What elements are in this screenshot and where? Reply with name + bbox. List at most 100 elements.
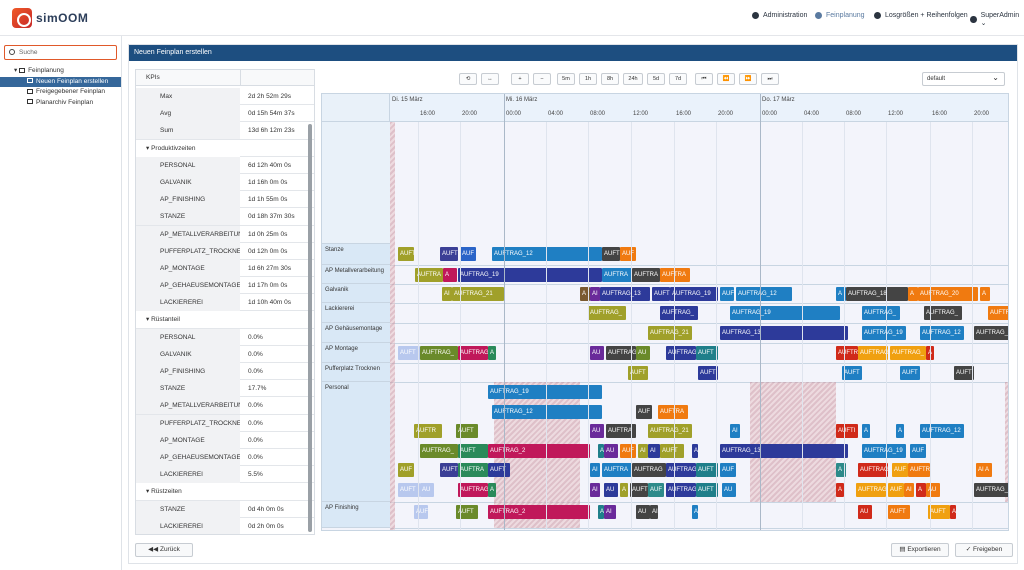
sidebar-item-planarchiv[interactable]: Planarchiv Feinplan (0, 98, 121, 109)
gantt-bar[interactable]: A (862, 424, 870, 438)
kpi-group-row[interactable]: Rüstzeiten (136, 483, 314, 501)
toolbar-button[interactable]: 1h (579, 73, 597, 85)
gantt-bar[interactable]: AUF (414, 505, 428, 519)
gantt-bar[interactable]: AUFTRAG_13 (720, 326, 848, 340)
gantt-bar[interactable]: AUFTRAG (858, 346, 888, 360)
gantt-bar[interactable]: AUFTRAG_12 (492, 247, 602, 261)
gantt-bar[interactable]: A (692, 505, 698, 519)
gantt-bar[interactable]: AUF (398, 463, 414, 477)
gantt-bar[interactable]: AUFTRAG_13 (600, 287, 650, 301)
gantt-bar[interactable]: AUFT (696, 482, 718, 497)
gantt-bar[interactable]: AUFT (440, 463, 458, 477)
gantt-bar[interactable]: AUFT (456, 505, 478, 519)
gantt-bar[interactable]: AUFT (842, 366, 862, 380)
toolbar-button[interactable]: + (511, 73, 529, 85)
toolbar-button[interactable]: 5m (557, 73, 575, 85)
gantt-bar[interactable]: AU (722, 482, 736, 497)
release-button[interactable]: ✓ Freigeben (955, 543, 1013, 557)
gantt-bar[interactable]: AI (650, 505, 658, 519)
back-button[interactable]: ◀◀ Zurück (135, 543, 193, 557)
gantt-bar[interactable]: AUFTRAG_21 (648, 424, 692, 438)
kpi-group-row[interactable]: Produktivzeiten (136, 139, 314, 157)
gantt-bar[interactable]: A (896, 424, 904, 438)
gantt-bar[interactable]: AU (636, 346, 650, 360)
gantt-bar[interactable]: AI (638, 443, 648, 458)
gantt-bar[interactable]: AUFTRAG_2 (488, 505, 590, 519)
gantt-bar[interactable]: AI (590, 287, 600, 301)
gantt-bar[interactable]: AUF (720, 463, 736, 477)
gantt-bar[interactable]: AUFTI (836, 424, 858, 438)
gantt-bar[interactable]: A (836, 463, 846, 477)
gantt-bar[interactable]: AUFTRA (458, 463, 488, 477)
gantt-bar[interactable]: A (916, 482, 926, 497)
gantt-bar[interactable]: A (488, 346, 496, 360)
gantt-bar[interactable]: AUFTRAG_19 (862, 326, 906, 340)
gantt-bar[interactable]: A (908, 287, 918, 301)
gantt-bar[interactable]: AUFTRAG_ (862, 306, 900, 320)
gantt-bar[interactable]: AI (442, 287, 452, 301)
toolbar-button[interactable]: 5d (647, 73, 665, 85)
gantt-bar[interactable]: AUF (620, 443, 636, 458)
gantt-bar[interactable]: AUFT (628, 366, 648, 380)
gantt-bar[interactable]: AUFTRAG (666, 346, 696, 360)
gantt-bar[interactable]: AUFTRAG_ (974, 482, 1008, 497)
gantt-bar[interactable]: AUFTRAG_ (890, 346, 926, 360)
gantt-bar[interactable]: AUFTRA (606, 424, 636, 438)
gantt-bar[interactable]: AUFTRAG_ (974, 326, 1008, 340)
gantt-bar[interactable]: AUFT (928, 505, 950, 519)
gantt-bar[interactable]: AUFTRA (632, 268, 660, 282)
toolbar-button[interactable]: 8h (601, 73, 619, 85)
gantt-bar[interactable]: AUFT (954, 366, 974, 380)
gantt-bar[interactable]: A (598, 443, 604, 458)
gantt-bar[interactable]: AUFT (398, 346, 420, 360)
gantt-bar[interactable]: A (692, 443, 698, 458)
gantt-bar[interactable]: AUF (620, 247, 636, 261)
logo[interactable]: simOOM (12, 8, 88, 28)
nav-losgroessen[interactable]: Losgrößen + Reihenfolgen (874, 12, 968, 19)
gantt-bar[interactable]: AUFT (602, 247, 620, 261)
toolbar-button[interactable]: 7d (669, 73, 687, 85)
gantt-bar[interactable]: AU (604, 443, 618, 458)
gantt-bar[interactable]: AI (604, 505, 616, 519)
gantt-bar[interactable]: AUFTRAG_ (588, 306, 626, 320)
export-button[interactable]: ▤ Exportieren (891, 543, 949, 557)
gantt-bar[interactable]: AUF (636, 404, 652, 419)
gantt-bar[interactable]: AUFT (440, 247, 458, 261)
gantt-bar[interactable]: AUFTRAG_21 (648, 326, 692, 340)
toolbar-button[interactable]: − (533, 73, 551, 85)
gantt-bar[interactable]: AUFT (456, 424, 478, 438)
gantt-bar[interactable]: AUFT (652, 287, 670, 301)
gantt-bar[interactable]: AUFTR (836, 346, 858, 360)
gantt-bar[interactable]: AUFTRAG_19 (670, 287, 718, 301)
gantt-bar[interactable]: AUFTRAG (458, 482, 488, 497)
gantt-bar[interactable]: AUFTRAG_19 (730, 306, 840, 320)
gantt-bar[interactable]: AUF (460, 247, 476, 261)
gantt-bar[interactable]: AUFTRAG_19 (862, 443, 906, 458)
gantt-bar[interactable]: AUF (888, 482, 904, 497)
gantt-bar[interactable]: AUFT (696, 346, 718, 360)
gantt-bar[interactable]: AU (636, 505, 650, 519)
gantt-bar[interactable]: AUFTRA (602, 268, 632, 282)
gantt-bar[interactable]: AU (604, 482, 618, 497)
gantt-bar[interactable]: A (620, 482, 628, 497)
gantt-bar[interactable]: AUFTRA (658, 404, 688, 419)
gantt-bar[interactable]: AUFTRAG_12 (920, 326, 964, 340)
gantt-bar[interactable]: AUFTRAG_19 (488, 385, 602, 399)
nav-administration[interactable]: Administration (752, 12, 807, 19)
gantt-bar[interactable]: AUF (648, 482, 664, 497)
gantt-bar[interactable]: AUFTR (988, 306, 1008, 320)
sidebar-item-feinplanung[interactable]: ▾ Feinplanung (14, 67, 64, 74)
user-menu[interactable]: SuperAdmin ⌄ (970, 12, 1024, 27)
toolbar-button[interactable]: 24h (623, 73, 643, 85)
gantt-bar[interactable]: AU (420, 482, 434, 497)
kpi-scrollbar[interactable] (308, 124, 312, 532)
gantt-bar[interactable]: AUFT (696, 463, 718, 477)
gantt-bar[interactable]: AUFTRAG_21 (452, 287, 504, 301)
gantt-bar[interactable]: A (598, 505, 604, 519)
gantt-bar[interactable]: AUFT (488, 463, 510, 477)
gantt-bar[interactable]: AUFTRAG (856, 482, 886, 497)
gantt-bar[interactable]: AUFTRAG_ (420, 443, 458, 458)
gantt-bar[interactable]: AUFTRA (660, 268, 690, 282)
gantt-bar[interactable]: AUFTRAG_2 (488, 443, 590, 458)
gantt-bar[interactable]: A (836, 482, 844, 497)
